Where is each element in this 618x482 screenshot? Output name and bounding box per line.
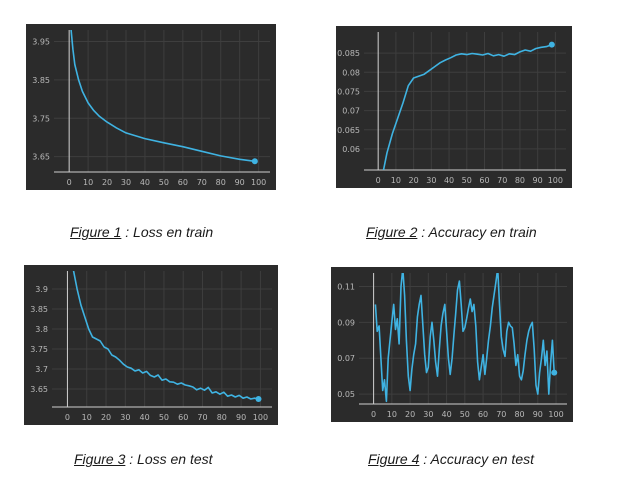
x-tick-label: 70	[497, 176, 507, 185]
x-tick-label: 100	[251, 178, 266, 187]
y-tick-label: 3.85	[32, 76, 50, 85]
x-tick-label: 60	[479, 176, 489, 185]
x-tick-label: 60	[178, 413, 188, 422]
y-tick-label: 3.75	[30, 345, 48, 354]
y-tick-label: 0.09	[337, 318, 355, 327]
y-tick-label: 3.9	[35, 285, 48, 294]
caption-figure-2: Figure 2 : Accuracy en train	[366, 224, 537, 240]
y-tick-label: 0.06	[342, 145, 360, 154]
y-tick-label: 3.85	[30, 305, 48, 314]
series-end-point	[251, 158, 258, 165]
x-tick-label: 20	[405, 410, 415, 419]
x-tick-label: 90	[235, 178, 245, 187]
series-line	[70, 30, 255, 163]
y-tick-label: 0.07	[342, 107, 360, 116]
chart-background	[331, 267, 573, 422]
x-tick-label: 50	[460, 410, 470, 419]
series-end-point	[551, 369, 558, 376]
chart-background	[24, 265, 278, 425]
caption-text: : Loss en test	[125, 451, 213, 467]
x-tick-label: 100	[548, 410, 563, 419]
caption-figure-4: Figure 4 : Accuracy en test	[368, 451, 534, 467]
chart-background	[26, 24, 276, 190]
y-tick-label: 0.065	[337, 126, 360, 135]
series-line	[382, 43, 553, 170]
caption-figure-label: Figure 3	[74, 451, 126, 467]
y-tick-label: 0.085	[337, 49, 360, 58]
y-tick-label: 3.65	[32, 153, 50, 162]
caption-figure-3: Figure 3 : Loss en test	[74, 451, 213, 467]
caption-figure-label: Figure 1	[70, 224, 122, 240]
x-tick-label: 20	[101, 413, 111, 422]
x-tick-label: 80	[514, 410, 524, 419]
chart-background	[336, 26, 572, 188]
x-tick-label: 80	[216, 178, 226, 187]
x-tick-label: 60	[178, 178, 188, 187]
y-tick-label: 3.7	[35, 365, 48, 374]
x-tick-label: 0	[65, 413, 70, 422]
x-tick-label: 10	[391, 176, 401, 185]
x-tick-label: 10	[83, 178, 93, 187]
chart-accuracy-test: 0 10 20 30 40 50 60 70 80 90 100 0.05 0.07 0.09 0.11	[331, 267, 573, 422]
x-tick-label: 40	[140, 178, 150, 187]
x-tick-label: 20	[409, 176, 419, 185]
caption-figure-label: Figure 2	[366, 224, 418, 240]
x-tick-label: 100	[253, 413, 268, 422]
x-tick-label: 40	[444, 176, 454, 185]
x-tick-label: 30	[423, 410, 433, 419]
caption-figure-1: Figure 1 : Loss en train	[70, 224, 213, 240]
series-end-point	[255, 396, 262, 402]
x-tick-label: 80	[515, 176, 525, 185]
y-tick-label: 0.05	[337, 390, 355, 399]
x-tick-label: 40	[140, 413, 150, 422]
series-line	[374, 273, 555, 403]
x-tick-label: 10	[387, 410, 397, 419]
y-tick-label: 3.95	[32, 38, 50, 47]
chart-loss-test: 0 10 20 30 40 50 60 70 80 90 100 3.65 3.7 3.75 3.8 3.85…	[24, 265, 278, 425]
x-tick-label: 70	[197, 178, 207, 187]
x-tick-label: 30	[426, 176, 436, 185]
y-tick-label: 3.8	[35, 325, 48, 334]
x-tick-label: 70	[496, 410, 506, 419]
x-tick-label: 30	[120, 413, 130, 422]
caption-text: : Accuracy en test	[419, 451, 534, 467]
chart-loss-train: 0 10 20 30 40 50 60 70 80 90 100 3.65 3.75 3.85 3.95	[26, 24, 276, 190]
caption-text: : Loss en train	[121, 224, 214, 240]
chart-accuracy-train: 0 10 20 30 40 50 60 70 80 90 100 0.06 0.065 0.07 0.075…	[336, 26, 572, 188]
caption-figure-label: Figure 4	[368, 451, 420, 467]
y-tick-label: 0.075	[337, 87, 360, 96]
series-end-point	[548, 41, 555, 48]
x-tick-label: 20	[102, 178, 112, 187]
x-tick-label: 60	[478, 410, 488, 419]
y-tick-label: 0.07	[337, 354, 355, 363]
x-tick-label: 0	[67, 178, 72, 187]
x-tick-label: 90	[236, 413, 246, 422]
x-tick-label: 50	[462, 176, 472, 185]
y-tick-label: 0.08	[342, 68, 360, 77]
x-tick-label: 40	[441, 410, 451, 419]
y-tick-label: 0.11	[337, 282, 355, 291]
x-tick-label: 50	[159, 413, 169, 422]
caption-text: : Accuracy en train	[417, 224, 537, 240]
x-tick-label: 10	[82, 413, 92, 422]
x-tick-label: 0	[371, 410, 376, 419]
x-tick-label: 100	[548, 176, 563, 185]
x-tick-label: 30	[121, 178, 131, 187]
x-tick-label: 90	[533, 176, 543, 185]
y-tick-label: 3.75	[32, 114, 50, 123]
y-tick-label: 3.65	[30, 385, 48, 394]
x-tick-label: 50	[159, 178, 169, 187]
x-tick-label: 0	[376, 176, 381, 185]
x-tick-label: 80	[217, 413, 227, 422]
x-tick-label: 90	[533, 410, 543, 419]
x-tick-label: 70	[197, 413, 207, 422]
series-line	[72, 271, 259, 400]
